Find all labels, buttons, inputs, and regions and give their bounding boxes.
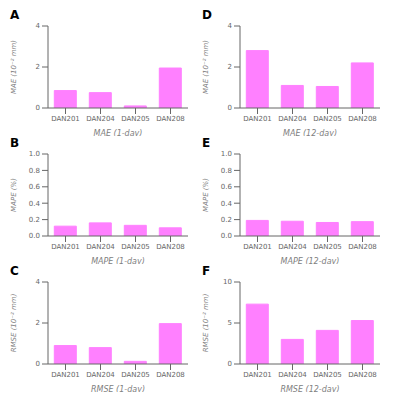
svg-text:DAN204: DAN204 xyxy=(278,115,307,123)
svg-text:0.8: 0.8 xyxy=(29,167,40,175)
svg-text:0: 0 xyxy=(228,360,232,368)
html-text:D: D xyxy=(202,8,212,22)
svg-text:RMSE (1-day): RMSE (1-day) xyxy=(91,385,145,392)
svg-text:DAN205: DAN205 xyxy=(121,115,150,123)
svg-text:RMSE (10⁻² mm): RMSE (10⁻² mm) xyxy=(10,293,18,352)
svg-text:DAN208: DAN208 xyxy=(156,243,185,251)
html-text:A: A xyxy=(10,8,20,22)
svg-text:2: 2 xyxy=(36,319,40,327)
svg-text:MAE (1-day): MAE (1-day) xyxy=(94,129,143,136)
svg-text:DAN201: DAN201 xyxy=(51,115,80,123)
svg-text:0.8: 0.8 xyxy=(221,167,232,175)
svg-text:DAN204: DAN204 xyxy=(86,243,115,251)
svg-text:0.2: 0.2 xyxy=(221,216,232,224)
svg-text:2: 2 xyxy=(228,63,232,71)
svg-text:DAN208: DAN208 xyxy=(348,243,377,251)
svg-text:0: 0 xyxy=(36,360,40,368)
svg-text:DAN205: DAN205 xyxy=(313,243,342,251)
svg-text:4: 4 xyxy=(228,22,233,30)
svg-text:MAE (12-day): MAE (12-day) xyxy=(283,129,337,136)
svg-text:MAPE (12-day): MAPE (12-day) xyxy=(281,257,340,264)
svg-text:MAPE (%): MAPE (%) xyxy=(10,178,18,212)
svg-text:DAN208: DAN208 xyxy=(348,115,377,123)
html-text:B: B xyxy=(10,136,20,150)
svg-text:5: 5 xyxy=(228,319,232,327)
svg-text:MAPE (%): MAPE (%) xyxy=(202,178,210,212)
svg-text:MAE (10⁻² mm): MAE (10⁻² mm) xyxy=(10,40,18,94)
svg-text:0.6: 0.6 xyxy=(29,183,41,191)
svg-text:DAN208: DAN208 xyxy=(156,371,185,379)
svg-text:DAN201: DAN201 xyxy=(51,243,80,251)
svg-text:0.0: 0.0 xyxy=(29,232,40,240)
svg-text:MAPE (1-day): MAPE (1-day) xyxy=(91,257,145,264)
svg-text:0: 0 xyxy=(36,104,40,112)
svg-text:DAN201: DAN201 xyxy=(51,371,80,379)
svg-text:DAN205: DAN205 xyxy=(313,371,342,379)
svg-text:DAN205: DAN205 xyxy=(121,243,150,251)
svg-text:DAN201: DAN201 xyxy=(243,115,272,123)
svg-text:DAN204: DAN204 xyxy=(86,115,115,123)
svg-text:RMSE (10⁻² mm): RMSE (10⁻² mm) xyxy=(202,293,210,352)
svg-text:0.4: 0.4 xyxy=(29,200,41,208)
svg-text:DAN205: DAN205 xyxy=(121,371,150,379)
svg-text:0.0: 0.0 xyxy=(221,232,232,240)
svg-text:0.4: 0.4 xyxy=(221,200,233,208)
svg-text:1.0: 1.0 xyxy=(221,150,232,158)
svg-text:DAN208: DAN208 xyxy=(348,371,377,379)
svg-text:0.6: 0.6 xyxy=(221,183,233,191)
html-text:C: C xyxy=(10,264,19,278)
svg-text:MAE (10⁻² mm): MAE (10⁻² mm) xyxy=(202,40,210,94)
svg-text:DAN204: DAN204 xyxy=(86,371,115,379)
svg-text:DAN204: DAN204 xyxy=(278,371,307,379)
svg-text:DAN205: DAN205 xyxy=(313,115,342,123)
svg-text:0: 0 xyxy=(228,104,232,112)
svg-text:2: 2 xyxy=(36,63,40,71)
svg-text:4: 4 xyxy=(36,22,41,30)
svg-text:0.2: 0.2 xyxy=(29,216,40,224)
svg-text:1.0: 1.0 xyxy=(29,150,40,158)
svg-text:RMSE (12-day): RMSE (12-day) xyxy=(280,385,339,392)
svg-text:DAN201: DAN201 xyxy=(243,371,272,379)
svg-text:10: 10 xyxy=(223,278,232,286)
svg-text:DAN201: DAN201 xyxy=(243,243,272,251)
html-text:E: E xyxy=(202,136,211,150)
html-text:F: F xyxy=(202,264,211,278)
svg-text:DAN208: DAN208 xyxy=(156,115,185,123)
svg-text:DAN204: DAN204 xyxy=(278,243,307,251)
svg-text:4: 4 xyxy=(36,278,41,286)
